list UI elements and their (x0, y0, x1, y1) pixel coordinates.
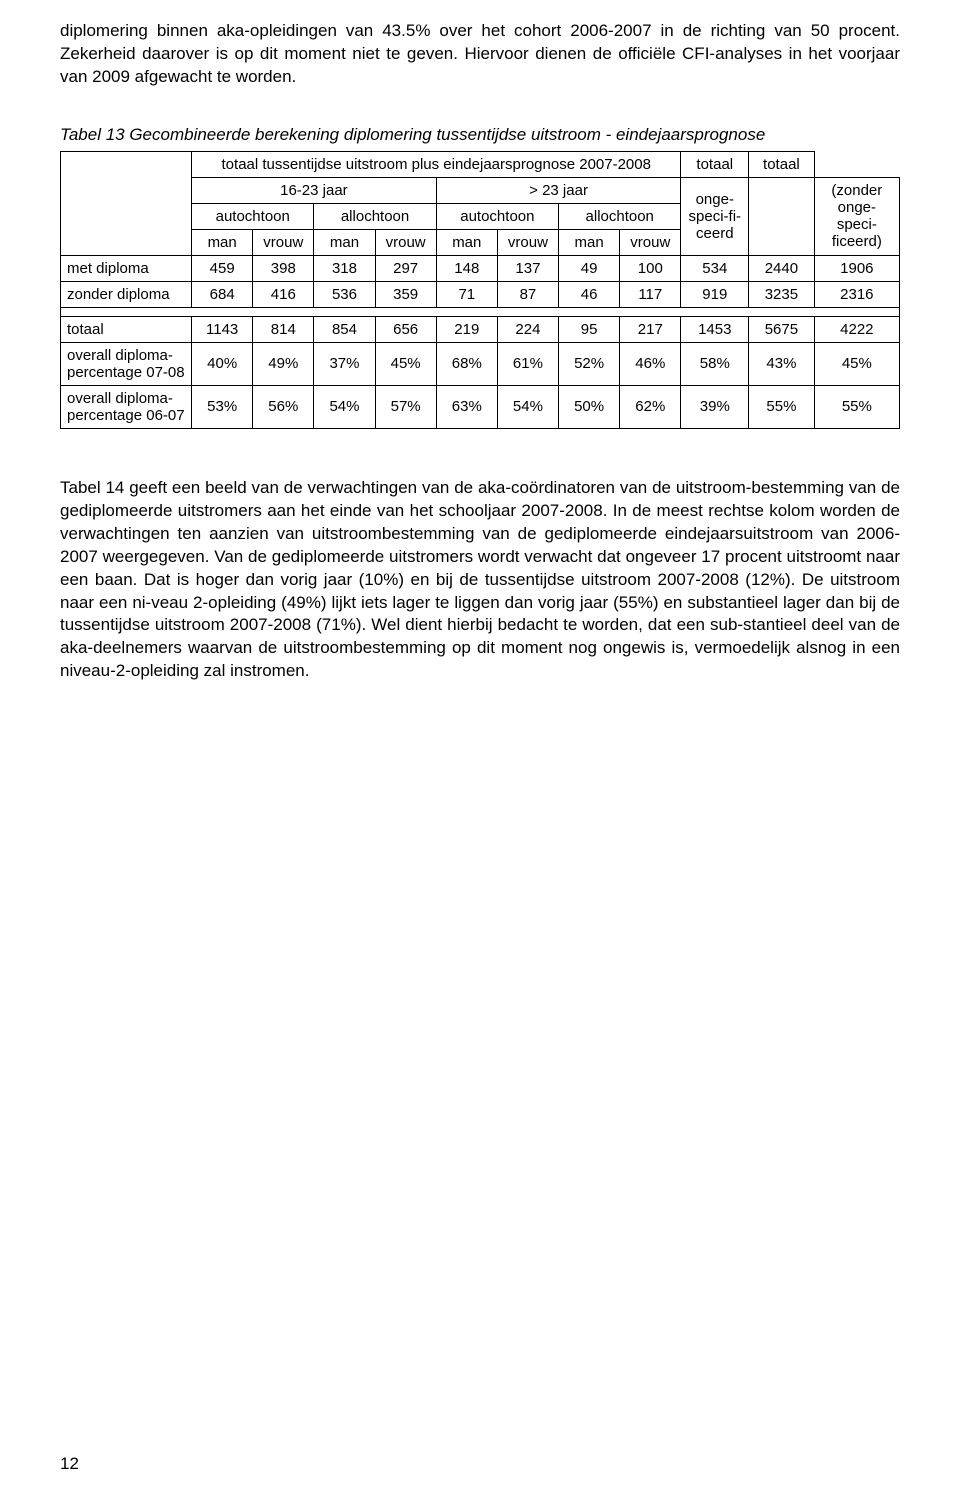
man-h: man (559, 229, 620, 255)
cell: 54% (497, 385, 558, 428)
cell: 854 (314, 316, 375, 342)
cell: 4222 (814, 316, 899, 342)
cell: 62% (620, 385, 681, 428)
age-gt-23: > 23 jaar (436, 177, 681, 203)
table-row: overall diploma-percentage 07-08 40% 49%… (61, 342, 900, 385)
cell: 217 (620, 316, 681, 342)
cell: 71 (436, 281, 497, 307)
cell: 50% (559, 385, 620, 428)
allo-2: allochtoon (559, 203, 681, 229)
cell: 1453 (681, 316, 749, 342)
cell: 148 (436, 255, 497, 281)
row-label: overall diploma-percentage 07-08 (61, 342, 192, 385)
cell: 49 (559, 255, 620, 281)
zonder-header: (zonder onge-speci-ficeerd) (814, 177, 899, 255)
cell: 55% (749, 385, 815, 428)
cell: 534 (681, 255, 749, 281)
table-row: overall diploma-percentage 06-07 53% 56%… (61, 385, 900, 428)
man-h: man (314, 229, 375, 255)
cell: 1143 (192, 316, 253, 342)
cell: 53% (192, 385, 253, 428)
row-label: met diploma (61, 255, 192, 281)
cell: 58% (681, 342, 749, 385)
totaal-2: totaal (749, 151, 815, 177)
cell: 63% (436, 385, 497, 428)
cell: 5675 (749, 316, 815, 342)
paragraph-2: Tabel 14 geeft een beeld van de verwacht… (60, 477, 900, 683)
ongespecificeerd-header: onge-speci-fi-ceerd (681, 177, 749, 255)
vrouw-h: vrouw (253, 229, 314, 255)
cell: 359 (375, 281, 436, 307)
row-label: overall diploma-percentage 06-07 (61, 385, 192, 428)
cell: 459 (192, 255, 253, 281)
cell: 318 (314, 255, 375, 281)
cell: 137 (497, 255, 558, 281)
man-h: man (192, 229, 253, 255)
vrouw-h: vrouw (620, 229, 681, 255)
cell: 219 (436, 316, 497, 342)
totaal-1: totaal (681, 151, 749, 177)
cell: 814 (253, 316, 314, 342)
table-row: met diploma 459 398 318 297 148 137 49 1… (61, 255, 900, 281)
row-label: zonder diploma (61, 281, 192, 307)
cell: 49% (253, 342, 314, 385)
cell: 52% (559, 342, 620, 385)
cell: 1906 (814, 255, 899, 281)
cell: 46 (559, 281, 620, 307)
cell: 919 (681, 281, 749, 307)
cell: 684 (192, 281, 253, 307)
auto-1: autochtoon (192, 203, 314, 229)
cell: 87 (497, 281, 558, 307)
vrouw-h: vrouw (375, 229, 436, 255)
header-span: totaal tussentijdse uitstroom plus einde… (192, 151, 681, 177)
table13-caption: Tabel 13 Gecombineerde berekening diplom… (60, 125, 900, 145)
intro-paragraph: diplomering binnen aka-opleidingen van 4… (60, 20, 900, 89)
cell: 45% (375, 342, 436, 385)
cell: 297 (375, 255, 436, 281)
allo-1: allochtoon (314, 203, 436, 229)
cell: 39% (681, 385, 749, 428)
cell: 55% (814, 385, 899, 428)
age-16-23: 16-23 jaar (192, 177, 437, 203)
cell: 57% (375, 385, 436, 428)
cell: 40% (192, 342, 253, 385)
page-number: 12 (60, 1454, 79, 1474)
cell: 43% (749, 342, 815, 385)
cell: 100 (620, 255, 681, 281)
cell: 3235 (749, 281, 815, 307)
cell: 2316 (814, 281, 899, 307)
cell: 46% (620, 342, 681, 385)
vrouw-h: vrouw (497, 229, 558, 255)
cell: 2440 (749, 255, 815, 281)
man-h: man (436, 229, 497, 255)
cell: 61% (497, 342, 558, 385)
cell: 117 (620, 281, 681, 307)
auto-2: autochtoon (436, 203, 558, 229)
cell: 56% (253, 385, 314, 428)
cell: 68% (436, 342, 497, 385)
table-row: zonder diploma 684 416 536 359 71 87 46 … (61, 281, 900, 307)
cell: 45% (814, 342, 899, 385)
cell: 95 (559, 316, 620, 342)
cell: 37% (314, 342, 375, 385)
table-row: totaal 1143 814 854 656 219 224 95 217 1… (61, 316, 900, 342)
cell: 54% (314, 385, 375, 428)
cell: 398 (253, 255, 314, 281)
cell: 536 (314, 281, 375, 307)
table13: totaal tussentijdse uitstroom plus einde… (60, 151, 900, 429)
cell: 656 (375, 316, 436, 342)
cell: 224 (497, 316, 558, 342)
cell: 416 (253, 281, 314, 307)
row-label: totaal (61, 316, 192, 342)
